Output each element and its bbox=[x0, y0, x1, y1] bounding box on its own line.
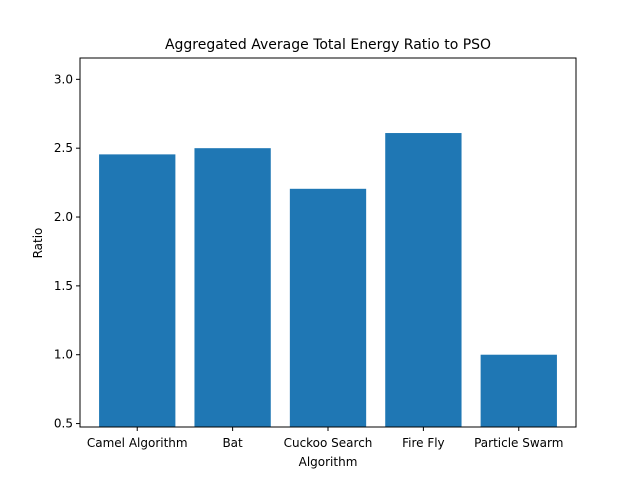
y-tick-label-3: 2.0 bbox=[54, 210, 73, 224]
bar-4 bbox=[480, 354, 557, 427]
bar-1 bbox=[194, 148, 271, 427]
x-tick-label-1: Bat bbox=[222, 436, 243, 450]
axes-frame bbox=[79, 57, 577, 428]
y-axis-label: Ratio bbox=[31, 228, 45, 259]
plot-area: 0.5 1.0 1.5 2.0 2.5 3.0 Camel Algorithm Bat Cuck… bbox=[54, 57, 577, 450]
x-tick-label-0: Camel Algorithm bbox=[87, 436, 188, 450]
bar-3 bbox=[385, 133, 462, 428]
x-tick-label-3: Fire Fly bbox=[402, 436, 445, 450]
y-tick-label-1: 1.0 bbox=[54, 348, 73, 362]
bar-2 bbox=[289, 188, 367, 427]
x-axis-label: Algorithm bbox=[299, 455, 358, 469]
chart-title: Aggregated Average Total Energy Ratio to… bbox=[165, 37, 491, 53]
x-tick-label-4: Particle Swarm bbox=[474, 436, 563, 450]
y-tick-label-2: 1.5 bbox=[54, 279, 73, 293]
y-tick-label-4: 2.5 bbox=[54, 141, 73, 155]
y-tick-label-5: 3.0 bbox=[54, 72, 73, 86]
bar-0 bbox=[99, 154, 176, 427]
x-tick-label-2: Cuckoo Search bbox=[284, 436, 373, 450]
y-tick-label-0: 0.5 bbox=[54, 417, 73, 431]
